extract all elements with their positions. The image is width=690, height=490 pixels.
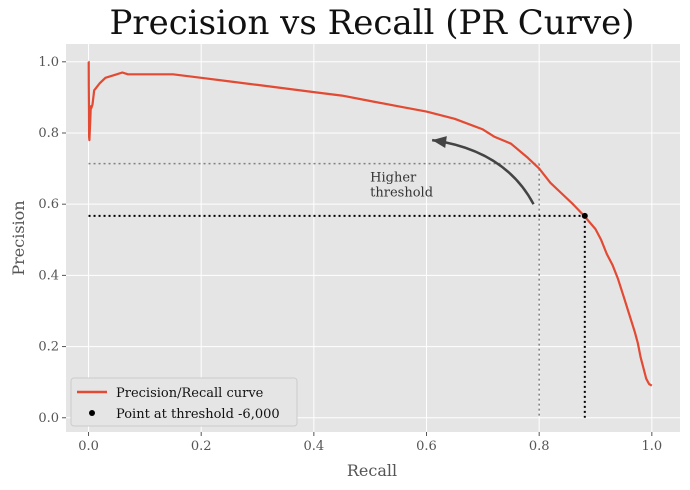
x-axis-ticks: 0.0 0.2 0.4 0.6 0.8 1.0: [78, 432, 662, 454]
grid-lines: [66, 44, 680, 432]
y-tick-label: 0.6: [38, 197, 59, 212]
y-axis-label: Precision: [9, 200, 28, 275]
x-tick-label: 1.0: [641, 439, 662, 454]
y-tick-label: 0.8: [38, 126, 59, 141]
y-tick-label: 0.0: [38, 411, 59, 426]
series-line-precision-recall: [87, 60, 653, 387]
annotation-arrow-head: [432, 136, 447, 148]
x-tick-label: 0.0: [78, 439, 99, 454]
x-axis-label: Recall: [347, 461, 397, 480]
plot-area: [66, 44, 680, 432]
x-tick-label: 0.6: [416, 439, 437, 454]
annotation-arrow-shaft: [431, 138, 535, 205]
legend-box: [70, 377, 298, 427]
y-tick-label: 1.0: [38, 55, 59, 70]
threshold-point: [581, 212, 588, 219]
reference-lines: [88, 162, 586, 418]
x-tick-label: 0.8: [529, 439, 550, 454]
y-axis-ticks: 0.0 0.2 0.4 0.6 0.8 1.0: [38, 55, 66, 426]
annotation-text-line2: threshold: [370, 186, 433, 201]
legend-point-swatch: [89, 410, 95, 416]
legend-label-curve: Precision/Recall curve: [116, 386, 264, 401]
chart-title: Precision vs Recall (PR Curve): [109, 3, 634, 43]
y-tick-label: 0.2: [38, 340, 59, 355]
y-tick-label: 0.4: [38, 268, 59, 283]
x-tick-label: 0.4: [304, 439, 325, 454]
x-tick-label: 0.2: [191, 439, 212, 454]
series-layer: [87, 60, 653, 387]
legend-label-point: Point at threshold -6,000: [116, 407, 280, 422]
legend: Precision/Recall curve Point at threshol…: [70, 377, 298, 427]
annotation-text-line1: Higher: [370, 171, 417, 186]
